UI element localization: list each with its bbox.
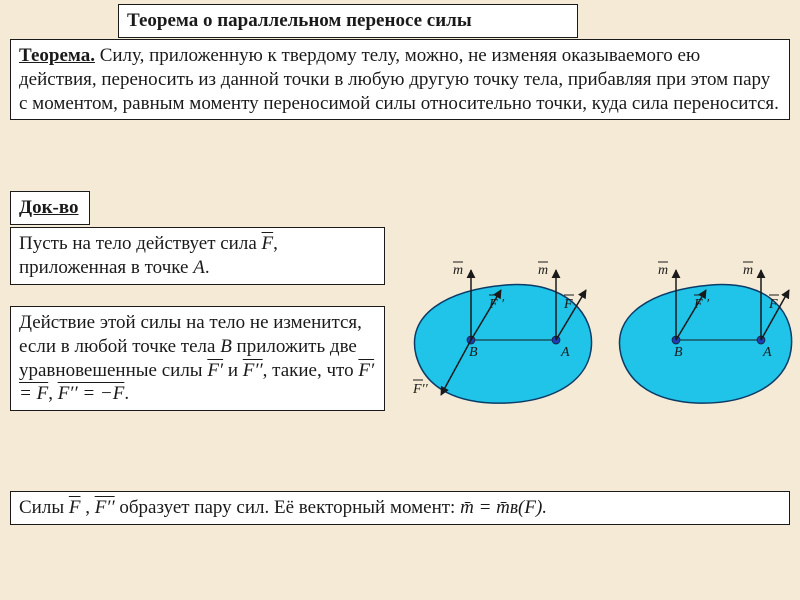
moment-box: Силы F , F′′ образует пару сил. Её векто…: [10, 491, 790, 525]
svg-text:F′′: F′′: [412, 382, 429, 397]
svg-text:F ′: F ′: [488, 297, 505, 312]
given-force: F: [262, 233, 274, 254]
action-box: Действие этой силы на тело не изменится,…: [10, 306, 385, 411]
action-l3: , такие, что: [263, 360, 359, 381]
given-box: Пусть на тело действует сила F, приложен…: [10, 227, 385, 285]
force-diagram: A B F F ′ F′′ m m A B F F ′ m m: [396, 235, 794, 475]
action-f1: F′: [207, 360, 223, 381]
action-comma: ,: [48, 383, 58, 404]
theorem-lead: Теорема.: [19, 45, 95, 66]
action-eq2: F′′ = −F: [58, 383, 125, 404]
moment-comma: ,: [80, 497, 94, 518]
action-pointB: В: [220, 336, 232, 357]
svg-text:F ′: F ′: [693, 297, 710, 312]
svg-text:m: m: [658, 263, 668, 278]
svg-text:A: A: [762, 345, 772, 360]
action-dot: .: [124, 383, 129, 404]
action-f2: F′′: [243, 360, 263, 381]
svg-text:B: B: [674, 345, 683, 360]
svg-text:m: m: [538, 263, 548, 278]
moment-l2: образует пару сил. Её векторный момент:: [115, 497, 460, 518]
svg-text:F: F: [563, 297, 573, 312]
given-pre: Пусть на тело действует сила: [19, 233, 262, 254]
theorem-box: Теорема. Силу, приложенную к твердому те…: [10, 39, 790, 120]
svg-text:m: m: [743, 263, 753, 278]
given-point: А: [193, 257, 205, 278]
title-text: Теорема о параллельном переносе силы: [127, 10, 472, 31]
title-box: Теорема о параллельном переносе силы: [118, 4, 578, 38]
proof-label: Док-во: [10, 191, 90, 225]
action-and: и: [223, 360, 243, 381]
moment-f2: F′′: [95, 497, 115, 518]
proof-label-text: Док-во: [19, 197, 78, 218]
given-end: .: [205, 257, 210, 278]
moment-l1: Силы: [19, 497, 69, 518]
svg-text:F: F: [768, 297, 778, 312]
svg-text:B: B: [469, 345, 478, 360]
theorem-text: Силу, приложенную к твердому телу, можно…: [19, 45, 779, 114]
svg-text:m: m: [453, 263, 463, 278]
moment-eq: m̄ = m̄ʙ(F).: [460, 497, 547, 518]
moment-f1: F: [69, 497, 81, 518]
svg-text:A: A: [560, 345, 570, 360]
